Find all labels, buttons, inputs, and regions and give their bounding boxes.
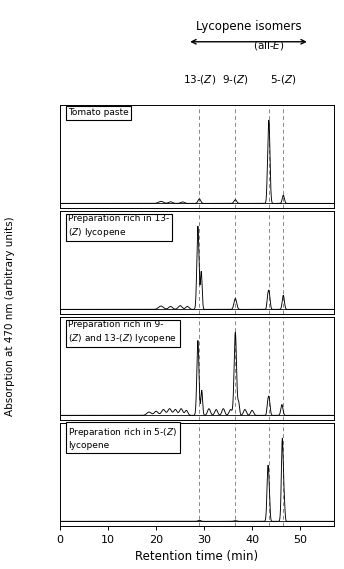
Text: Tomato paste: Tomato paste [68,108,129,117]
Text: 5-($\it{Z}$): 5-($\it{Z}$) [270,73,297,86]
Text: Preparation rich in 13-
($\it{Z}$) lycopene: Preparation rich in 13- ($\it{Z}$) lycop… [68,215,170,239]
Text: Absorption at 470 nm (arbitrary units): Absorption at 470 nm (arbitrary units) [5,216,15,415]
Text: Lycopene isomers: Lycopene isomers [196,20,301,32]
Text: 13-($\it{Z}$): 13-($\it{Z}$) [183,73,216,86]
Text: Preparation rich in 9-
($\it{Z}$) and 13-($\it{Z}$) lycopene: Preparation rich in 9- ($\it{Z}$) and 13… [68,320,178,345]
Text: (all-$\it{E}$): (all-$\it{E}$) [253,39,285,52]
Text: 9-($\it{Z}$): 9-($\it{Z}$) [222,73,249,86]
Text: Preparation rich in 5-($\it{Z}$)
lycopene: Preparation rich in 5-($\it{Z}$) lycopen… [68,426,178,451]
X-axis label: Retention time (min): Retention time (min) [136,550,258,563]
